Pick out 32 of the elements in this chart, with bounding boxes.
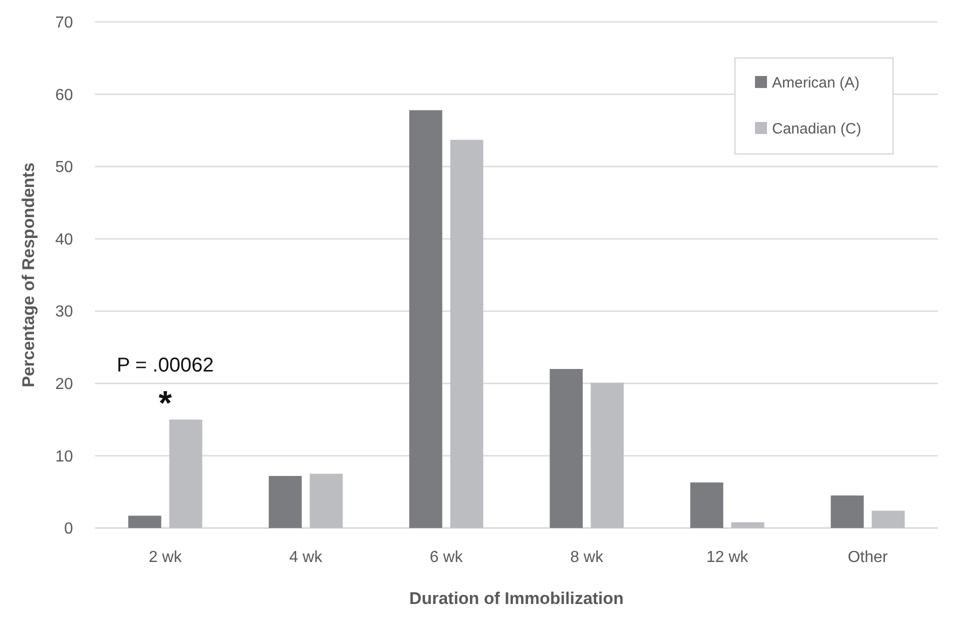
bar — [310, 474, 343, 528]
x-tick-label: 12 wk — [706, 549, 750, 566]
bar — [128, 516, 162, 528]
bar — [268, 476, 302, 528]
y-tick-label: 70 — [55, 14, 74, 32]
x-tick-label: 6 wk — [430, 549, 464, 566]
x-tick-label: 4 wk — [289, 549, 324, 566]
y-tick-label: 50 — [55, 159, 74, 176]
y-tick-label: 30 — [55, 304, 74, 321]
bar — [872, 510, 905, 528]
y-tick-label: 0 — [64, 520, 74, 538]
y-tick-label: 20 — [55, 376, 74, 394]
bar — [550, 368, 583, 528]
annotation: P = .00062 — [116, 354, 214, 377]
y-tick-label: 60 — [55, 86, 74, 104]
bar — [169, 420, 202, 528]
y-tick-label: 10 — [55, 448, 74, 466]
x-tick-label: 2 wk — [148, 549, 183, 566]
bar — [590, 382, 624, 528]
x-axis-title: Duration of Immobilization — [409, 589, 624, 608]
bar — [690, 482, 724, 528]
legend-label: American (A) — [772, 74, 860, 92]
annotation: * — [158, 384, 173, 422]
bar — [731, 522, 764, 528]
y-tick-label: 40 — [55, 231, 74, 248]
x-tick-label: Other — [848, 549, 888, 566]
y-axis-title: Percentage of Respondents — [19, 162, 38, 388]
x-tick-label: 8 wk — [570, 549, 604, 566]
legend-label: Canadian (C) — [772, 120, 862, 138]
bar — [830, 495, 864, 528]
bar — [450, 140, 484, 528]
bar — [409, 110, 442, 528]
